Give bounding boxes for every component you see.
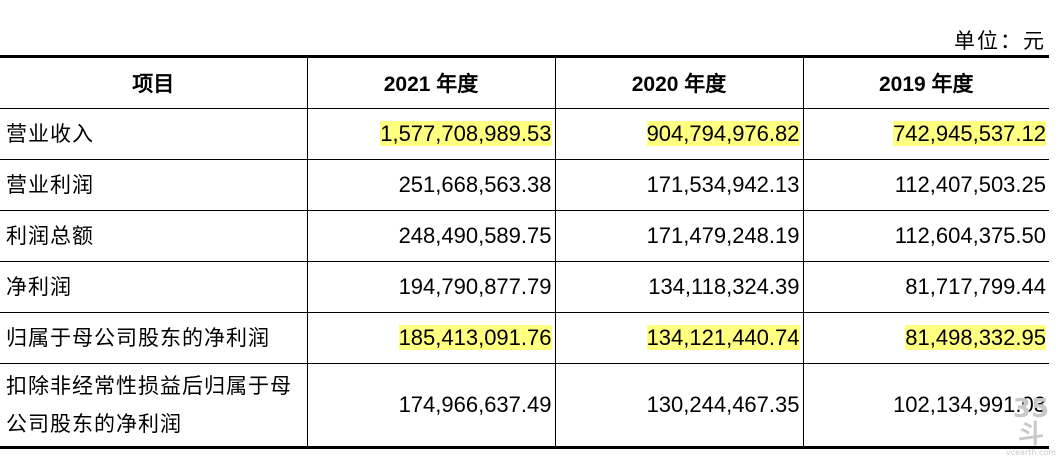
highlighted-value: 742,945,537.12 xyxy=(893,121,1046,146)
value-cell: 174,966,637.49 xyxy=(306,363,556,449)
row-label: 扣除非经常性损益后归属于母公司股东的净利润 xyxy=(0,363,308,449)
row-label: 利润总额 xyxy=(0,210,308,262)
table-row: 营业收入 1,577,708,989.53 904,794,976.82 742… xyxy=(0,108,1049,160)
row-label: 归属于母公司股东的净利润 xyxy=(0,312,308,364)
header-2020: 2020 年度 xyxy=(554,55,804,109)
value-cell: 134,118,324.39 xyxy=(554,261,804,313)
row-label: 营业收入 xyxy=(0,108,308,160)
row-label: 营业利润 xyxy=(0,159,308,211)
highlighted-value: 134,121,440.74 xyxy=(646,325,800,350)
table-row: 净利润 194,790,877.79 134,118,324.39 81,717… xyxy=(0,261,1049,313)
value-cell: 742,945,537.12 xyxy=(802,108,1049,160)
header-2021: 2021 年度 xyxy=(306,55,556,109)
value-cell: 248,490,589.75 xyxy=(306,210,556,262)
financial-data-table: 项目 2021 年度 2020 年度 2019 年度 营业收入 1,577,70… xyxy=(0,55,1049,449)
row-label: 净利润 xyxy=(0,261,308,313)
unit-label: 单位：元 xyxy=(954,29,1046,53)
highlighted-value: 904,794,976.82 xyxy=(646,121,800,146)
header-item: 项目 xyxy=(0,55,308,109)
value-cell: 194,790,877.79 xyxy=(306,261,556,313)
value-cell: 171,479,248.19 xyxy=(554,210,804,262)
value-cell: 904,794,976.82 xyxy=(554,108,804,160)
highlighted-value: 185,413,091.76 xyxy=(398,325,552,350)
value-cell: 1,577,708,989.53 xyxy=(306,108,556,160)
table-row: 扣除非经常性损益后归属于母公司股东的净利润 174,966,637.49 130… xyxy=(0,363,1049,449)
table-header-row: 项目 2021 年度 2020 年度 2019 年度 xyxy=(0,55,1049,109)
table-row: 归属于母公司股东的净利润 185,413,091.76 134,121,440.… xyxy=(0,312,1049,364)
watermark-url: vcearth.com xyxy=(1006,448,1057,457)
watermark-logo: 35斗 vcearth.com xyxy=(1006,396,1056,457)
table-row: 利润总额 248,490,589.75 171,479,248.19 112,6… xyxy=(0,210,1049,262)
value-cell: 251,668,563.38 xyxy=(306,159,556,211)
watermark-text: 35斗 xyxy=(1012,394,1050,450)
value-cell: 112,604,375.50 xyxy=(802,210,1049,262)
header-2019: 2019 年度 xyxy=(802,55,1049,109)
value-cell: 102,134,991.03 xyxy=(802,363,1049,449)
value-cell: 81,717,799.44 xyxy=(802,261,1049,313)
value-cell: 112,407,503.25 xyxy=(802,159,1049,211)
highlighted-value: 81,498,332.95 xyxy=(905,325,1046,350)
value-cell: 81,498,332.95 xyxy=(802,312,1049,364)
highlighted-value: 1,577,708,989.53 xyxy=(380,121,552,146)
value-cell: 185,413,091.76 xyxy=(306,312,556,364)
value-cell: 130,244,467.35 xyxy=(554,363,804,449)
table-row: 营业利润 251,668,563.38 171,534,942.13 112,4… xyxy=(0,159,1049,211)
value-cell: 134,121,440.74 xyxy=(554,312,804,364)
value-cell: 171,534,942.13 xyxy=(554,159,804,211)
